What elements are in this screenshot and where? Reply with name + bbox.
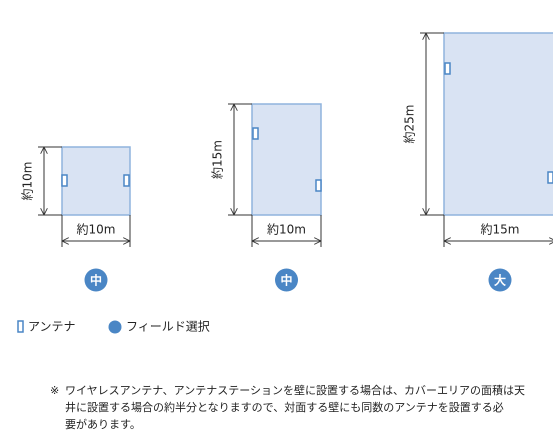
legend-field-icon (108, 320, 122, 334)
width-label: 約10m (267, 222, 306, 237)
legend: アンテナ フィールド選択 (17, 320, 210, 334)
width-label: 約15m (481, 222, 520, 237)
size-label: 中 (280, 273, 292, 288)
antenna (315, 179, 322, 192)
antenna (252, 127, 259, 140)
antenna (123, 174, 130, 187)
room (251, 103, 322, 216)
rooms: 約10m 約10m 中 約15m 約10m 中 約25m 約15m 大 (20, 32, 553, 292)
note: ※ ワイヤレスアンテナ、アンテナステーションを壁に設置する場合は、カバーエリアの… (50, 383, 525, 431)
size-label: 大 (494, 273, 506, 288)
size-badge (84, 268, 108, 292)
note-line: 井に設置する場合の約半分となりますので、対面する壁にも同数のアンテナを設置する必 (65, 400, 504, 414)
height-label: 約10m (20, 162, 35, 201)
size-label: 中 (90, 273, 102, 288)
antenna (547, 171, 553, 184)
size-badge (488, 268, 512, 292)
size-badge (275, 268, 298, 292)
height-label: 約15m (210, 140, 225, 179)
note-mark: ※ (50, 384, 59, 397)
legend-antenna-icon (17, 320, 24, 333)
width-label: 約10m (77, 222, 116, 237)
legend-antenna: アンテナ (28, 320, 76, 334)
room (443, 32, 553, 216)
room (61, 146, 131, 216)
note-line: ワイヤレスアンテナ、アンテナステーションを壁に設置する場合は、カバーエリアの面積… (65, 383, 525, 397)
height-label: 約25m (402, 105, 417, 144)
antenna (61, 174, 68, 187)
antenna (444, 62, 451, 75)
note-line: 要があります。 (65, 417, 141, 431)
legend-field: フィールド選択 (126, 320, 210, 334)
